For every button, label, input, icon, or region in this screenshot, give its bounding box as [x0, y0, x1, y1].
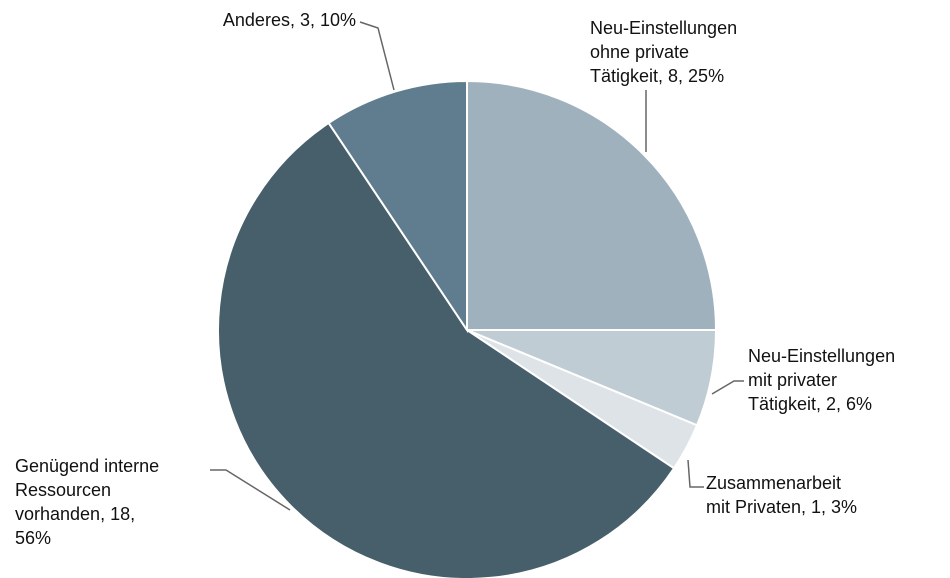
pie-slice	[217, 121, 676, 578]
slice-label: Zusammenarbeit mit Privaten, 1, 3%	[706, 473, 858, 517]
leader-line	[711, 380, 744, 395]
slice-label: Neu-Einstellungen mit privater Tätigkeit…	[748, 346, 896, 414]
pie-slice	[466, 79, 718, 331]
leader-line	[359, 21, 395, 91]
slice-label: Genügend interne Ressourcen vorhanden, 1…	[15, 456, 160, 548]
leader-line	[687, 459, 704, 488]
slice-label: Neu-Einstellungen ohne private Tätigkeit…	[590, 18, 738, 86]
pie-slice	[327, 79, 468, 334]
slice-label: Anderes, 3, 10%	[222, 10, 356, 30]
leader-line	[210, 469, 291, 511]
